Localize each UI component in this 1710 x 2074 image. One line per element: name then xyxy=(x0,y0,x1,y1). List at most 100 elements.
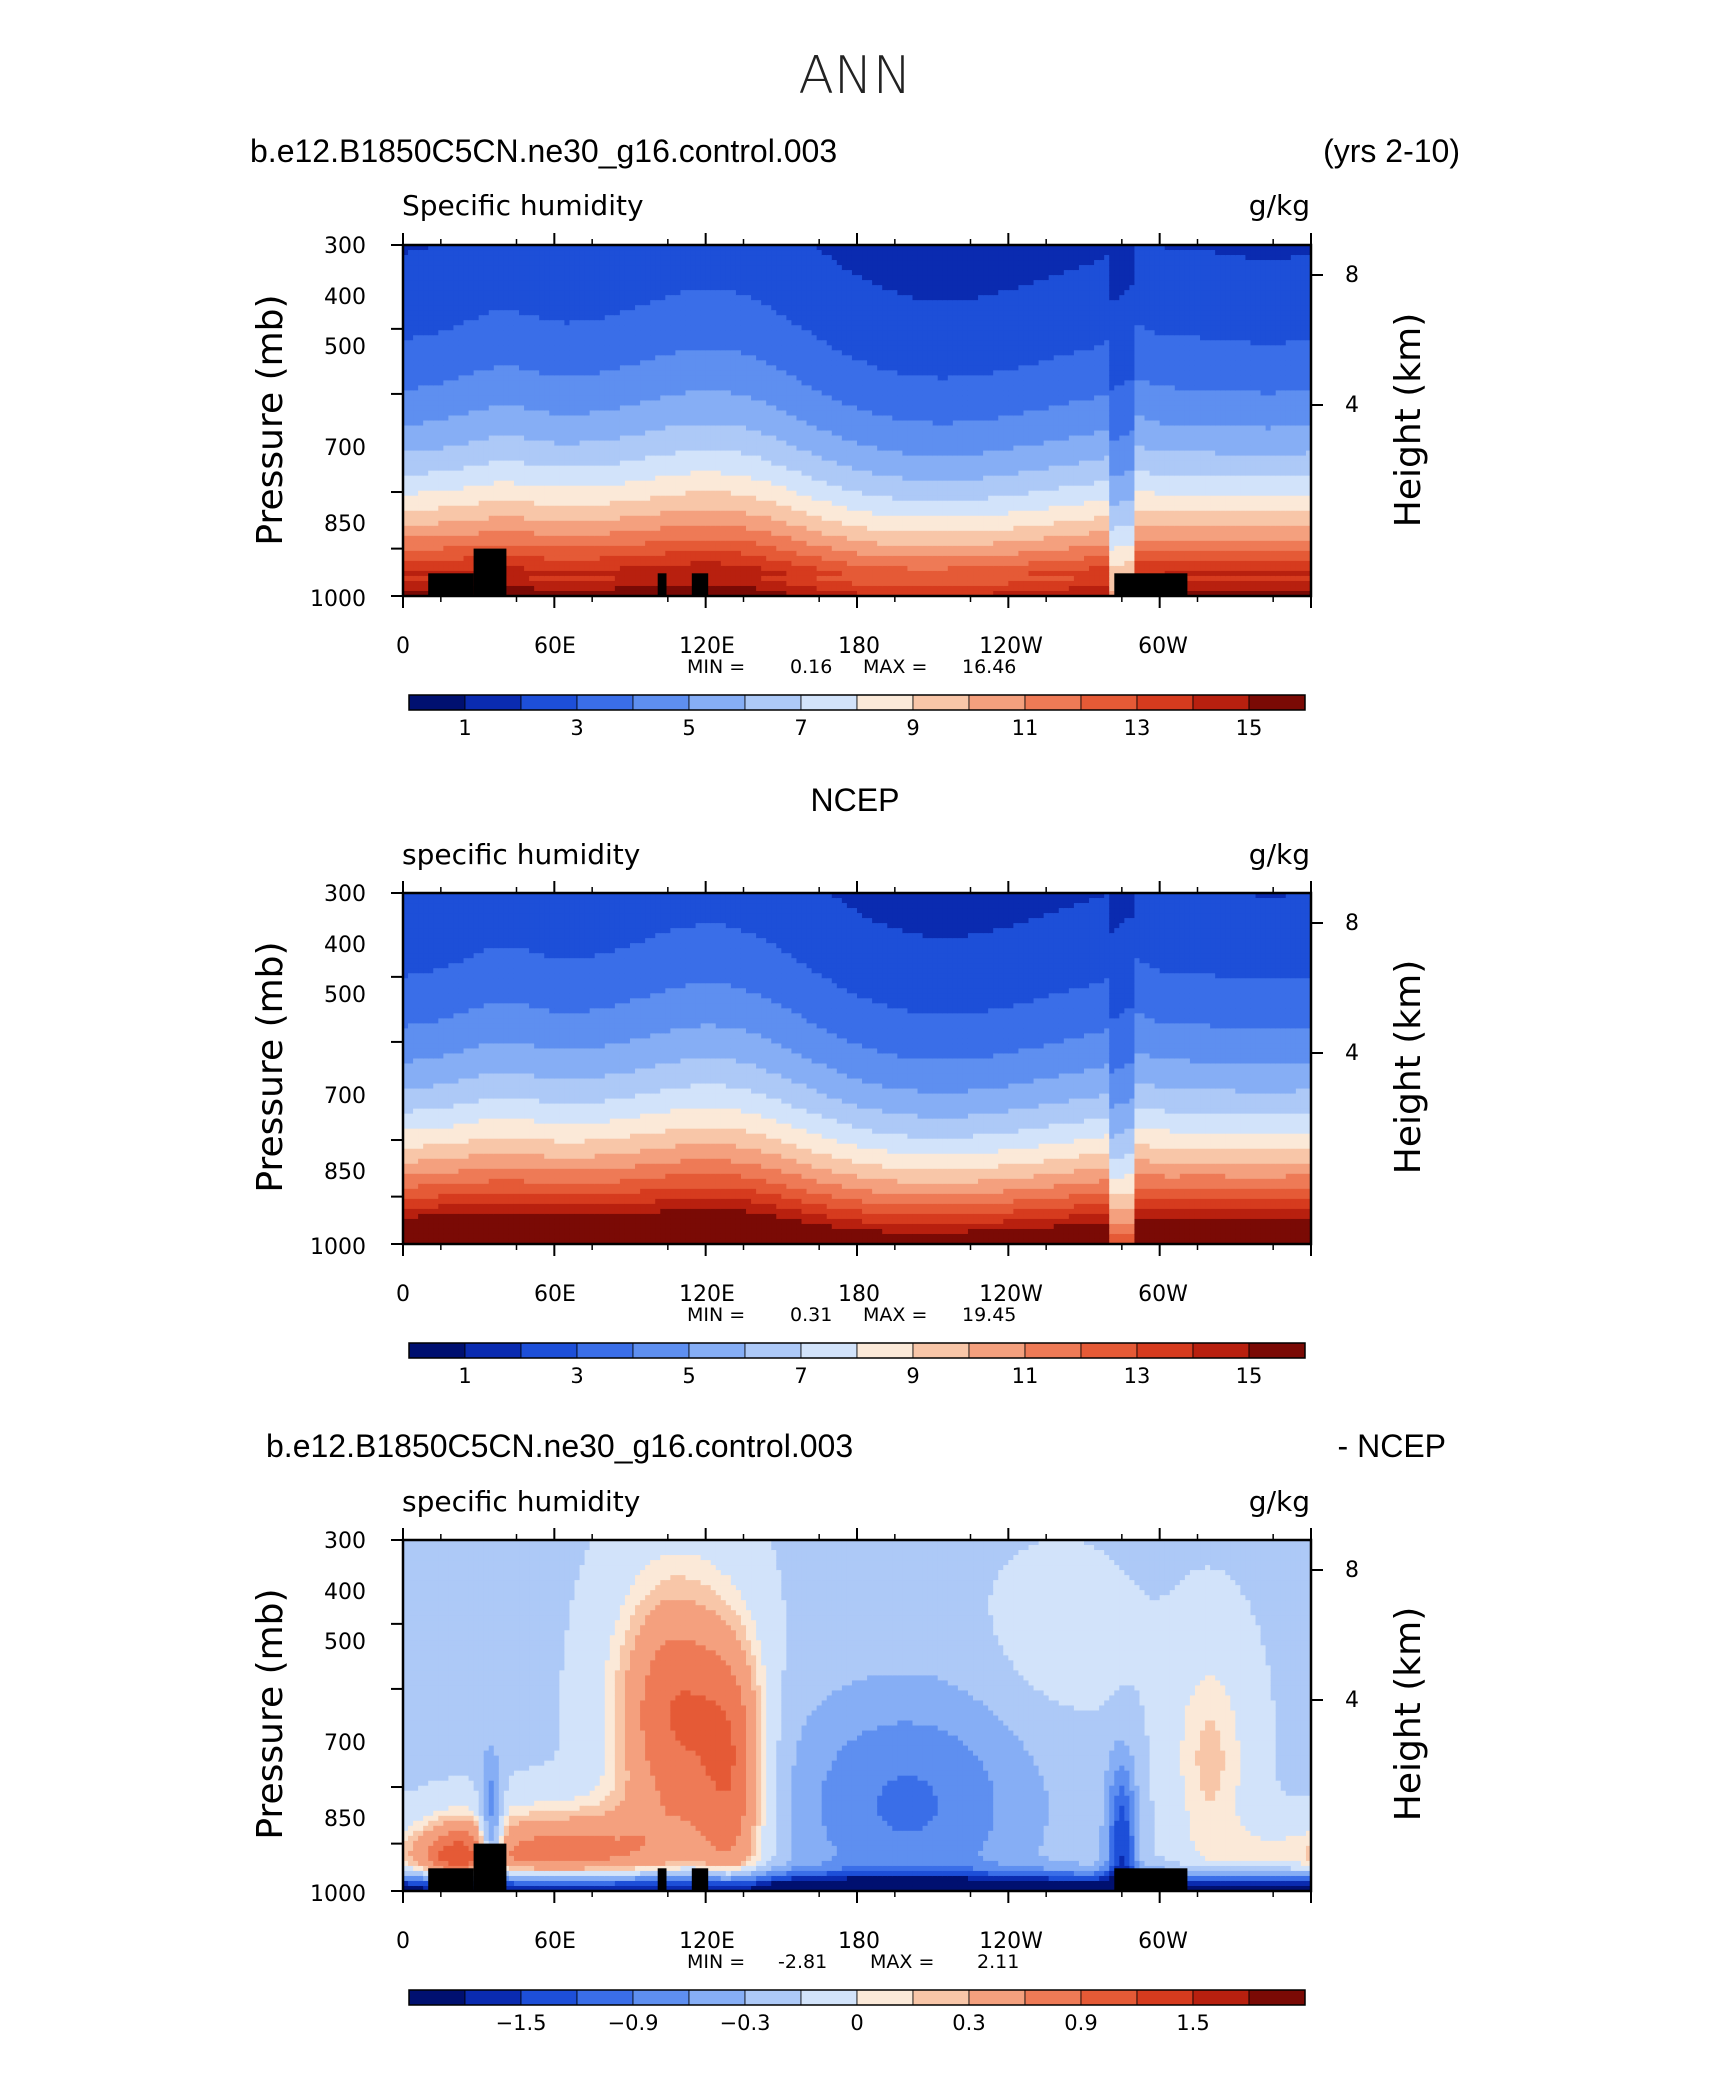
heatmap-cell xyxy=(464,471,470,477)
heatmap-cell xyxy=(474,421,480,427)
heatmap-cell xyxy=(438,385,444,391)
heatmap-cell xyxy=(438,375,444,381)
heatmap-cell xyxy=(464,496,470,502)
heatmap-cell xyxy=(408,300,414,306)
heatmap-cell xyxy=(469,566,475,572)
heatmap-cell xyxy=(479,481,485,487)
heatmap-cell xyxy=(443,446,449,452)
heatmap-cell xyxy=(413,265,419,271)
heatmap-cell xyxy=(479,300,485,306)
heatmap-cell xyxy=(448,365,454,371)
heatmap-cell xyxy=(408,390,414,396)
heatmap-cell xyxy=(408,400,414,406)
heatmap-cell xyxy=(453,340,459,346)
heatmap-cell xyxy=(433,320,439,326)
heatmap-cell xyxy=(474,491,480,497)
heatmap-cell xyxy=(443,521,449,527)
heatmap-cell xyxy=(413,461,419,467)
heatmap-cell xyxy=(423,310,429,316)
heatmap-cell xyxy=(474,335,480,341)
heatmap-cell xyxy=(428,446,434,452)
heatmap-cell xyxy=(464,481,470,487)
heatmap-cell xyxy=(418,531,424,537)
heatmap-cell xyxy=(428,365,434,371)
heatmap-cell xyxy=(469,375,475,381)
heatmap-cell xyxy=(438,511,444,517)
heatmap-cell xyxy=(453,466,459,472)
heatmap-cell xyxy=(448,370,454,376)
heatmap-cell xyxy=(418,315,424,321)
heatmap-cell xyxy=(438,350,444,356)
heatmap-cell xyxy=(408,496,414,502)
heatmap-cell xyxy=(469,310,475,316)
heatmap-cell xyxy=(413,260,419,266)
heatmap-cell xyxy=(418,501,424,507)
heatmap-cell xyxy=(428,541,434,547)
heatmap-cell xyxy=(448,481,454,487)
heatmap-cell xyxy=(418,431,424,437)
heatmap-cell xyxy=(443,300,449,306)
heatmap-cell xyxy=(464,566,470,572)
heatmap-cell xyxy=(408,395,414,401)
heatmap-cell xyxy=(423,521,429,527)
heatmap-cell xyxy=(428,330,434,336)
heatmap-cell xyxy=(408,466,414,472)
heatmap-cell xyxy=(479,405,485,411)
heatmap-cell xyxy=(453,496,459,502)
heatmap-cell xyxy=(448,340,454,346)
heatmap-cell xyxy=(453,310,459,316)
heatmap-cell xyxy=(423,380,429,386)
heatmap-cell xyxy=(494,250,500,256)
heatmap-cell xyxy=(448,320,454,326)
heatmap-cell xyxy=(453,471,459,477)
heatmap-cell xyxy=(448,410,454,416)
heatmap-cell xyxy=(413,410,419,416)
heatmap-cell xyxy=(438,300,444,306)
heatmap-cell xyxy=(418,491,424,497)
heatmap-cell xyxy=(413,471,419,477)
heatmap-cell xyxy=(489,300,495,306)
heatmap-cell xyxy=(479,385,485,391)
heatmap-cell xyxy=(489,441,495,447)
heatmap-cell xyxy=(453,415,459,421)
heatmap-cell xyxy=(433,270,439,276)
heatmap-cell xyxy=(413,275,419,281)
heatmap-cell xyxy=(474,471,480,477)
heatmap-cell xyxy=(458,526,464,532)
heatmap-cell xyxy=(428,561,434,567)
heatmap-cell xyxy=(438,436,444,442)
heatmap-cell xyxy=(438,561,444,567)
heatmap-cell xyxy=(423,491,429,497)
heatmap-cell xyxy=(458,275,464,281)
heatmap-cell xyxy=(469,476,475,482)
heatmap-cell xyxy=(408,255,414,261)
heatmap-cell xyxy=(438,491,444,497)
heatmap-cell xyxy=(408,576,414,582)
heatmap-cell xyxy=(413,310,419,316)
heatmap-cell xyxy=(448,315,454,321)
heatmap-cell xyxy=(489,426,495,432)
heatmap-cell xyxy=(433,506,439,512)
heatmap-cell xyxy=(423,315,429,321)
heatmap-cell xyxy=(469,345,475,351)
heatmap-cell xyxy=(438,476,444,482)
heatmap-cell xyxy=(453,521,459,527)
heatmap-cell xyxy=(423,410,429,416)
heatmap-cell xyxy=(413,390,419,396)
heatmap-cell xyxy=(464,415,470,421)
heatmap-cell xyxy=(489,305,495,311)
heatmap-cell xyxy=(464,350,470,356)
heatmap-cell xyxy=(428,405,434,411)
heatmap-cell xyxy=(443,370,449,376)
heatmap-cell xyxy=(423,345,429,351)
heatmap-cell xyxy=(469,315,475,321)
heatmap-cell xyxy=(418,526,424,532)
heatmap-cell xyxy=(418,295,424,301)
heatmap-cell xyxy=(438,551,444,557)
heatmap-cell xyxy=(469,415,475,421)
heatmap-cell xyxy=(469,370,475,376)
heatmap-cell xyxy=(423,385,429,391)
heatmap-cell xyxy=(448,270,454,276)
heatmap-cell xyxy=(448,536,454,542)
heatmap-cell xyxy=(453,556,459,562)
